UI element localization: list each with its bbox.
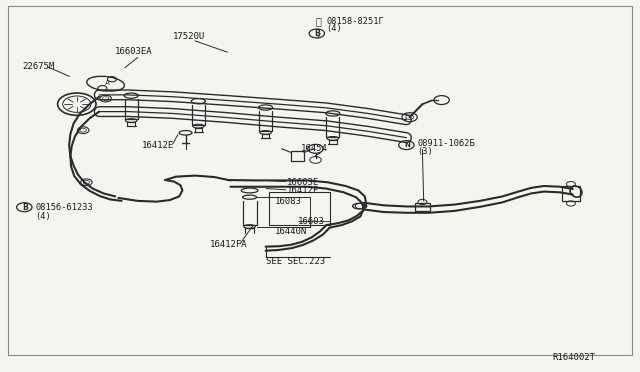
- Text: 08156-61233: 08156-61233: [35, 203, 93, 212]
- Text: 16454: 16454: [301, 144, 328, 153]
- Text: 16412E: 16412E: [142, 141, 174, 150]
- Text: R164002T: R164002T: [552, 353, 595, 362]
- Text: 16083: 16083: [275, 197, 302, 206]
- Bar: [415, 203, 430, 211]
- Text: 16412FA: 16412FA: [210, 240, 248, 249]
- Text: B: B: [315, 29, 320, 38]
- Bar: [291, 151, 304, 161]
- Text: 08911-1062Б: 08911-1062Б: [417, 139, 475, 148]
- Text: 17520U: 17520U: [173, 32, 205, 41]
- Text: (4): (4): [35, 212, 51, 221]
- Text: SEE SEC.223: SEE SEC.223: [266, 257, 324, 266]
- Bar: [269, 192, 330, 225]
- Text: 16603EA: 16603EA: [115, 47, 153, 56]
- Text: 16603: 16603: [298, 217, 324, 226]
- Text: N: N: [404, 142, 410, 148]
- Bar: [562, 186, 580, 201]
- Text: 22675M: 22675M: [22, 62, 54, 71]
- Text: 16603E: 16603E: [287, 178, 319, 187]
- Text: Ⓑ: Ⓑ: [316, 16, 321, 26]
- Text: A: A: [104, 80, 109, 86]
- Text: (4): (4): [326, 25, 342, 33]
- Text: 08158-8251Γ: 08158-8251Γ: [326, 17, 384, 26]
- Text: 16412F: 16412F: [287, 186, 319, 195]
- Text: B: B: [22, 203, 28, 212]
- Text: 16440N: 16440N: [275, 227, 307, 236]
- Text: (3): (3): [417, 147, 433, 155]
